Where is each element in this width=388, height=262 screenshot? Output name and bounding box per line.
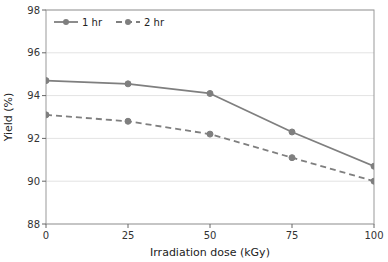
plot-frame [46, 10, 374, 224]
y-tick [42, 10, 46, 11]
y-tick [42, 138, 46, 139]
x-tick [210, 224, 211, 228]
series-marker [371, 178, 374, 184]
chart: 0 25 50 75 100 88 90 92 94 96 98 Irradiation dose (… [0, 0, 388, 262]
series-marker [289, 129, 295, 135]
y-tick-label: 96 [27, 47, 40, 58]
series-line [46, 115, 374, 181]
x-tick-label: 25 [122, 230, 135, 241]
legend-label: 1 hr [82, 17, 103, 28]
x-tick-label: 50 [204, 230, 217, 241]
series-marker [125, 81, 131, 87]
series-marker [46, 78, 49, 84]
series-line [46, 81, 374, 167]
y-tick-label: 90 [27, 176, 40, 187]
x-tick [128, 224, 129, 228]
y-tick-label: 92 [27, 133, 40, 144]
y-tick [42, 181, 46, 182]
y-tick-label: 88 [27, 219, 40, 230]
legend-label: 2 hr [144, 17, 165, 28]
legend-marker [125, 19, 131, 25]
plot-data [46, 78, 374, 185]
x-tick-label: 0 [43, 230, 49, 241]
x-tick [46, 224, 47, 228]
x-tick-label: 75 [286, 230, 299, 241]
x-tick [374, 224, 375, 228]
grid-line-y [46, 181, 374, 182]
x-tick [292, 224, 293, 228]
series-marker [125, 118, 131, 124]
series-marker [371, 163, 374, 169]
x-axis-label: Irradiation dose (kGy) [150, 246, 270, 259]
grid-line-y [46, 138, 374, 139]
series-marker [207, 90, 213, 96]
y-tick [42, 52, 46, 53]
grid-line-y [46, 52, 374, 53]
y-tick [42, 95, 46, 96]
axes: 0 25 50 75 100 88 90 92 94 96 98 Irradiation dose (… [2, 5, 384, 260]
legend-marker [63, 19, 69, 25]
y-tick [42, 224, 46, 225]
legend: 1 hr 2 hr [54, 17, 165, 28]
series-marker [46, 112, 49, 118]
grid [46, 10, 374, 224]
x-tick-label: 100 [364, 230, 383, 241]
y-tick-label: 98 [27, 5, 40, 16]
y-tick-label: 94 [27, 90, 40, 101]
y-axis-label: Yield (%) [2, 93, 15, 143]
series-marker [207, 131, 213, 137]
series-marker [289, 155, 295, 161]
